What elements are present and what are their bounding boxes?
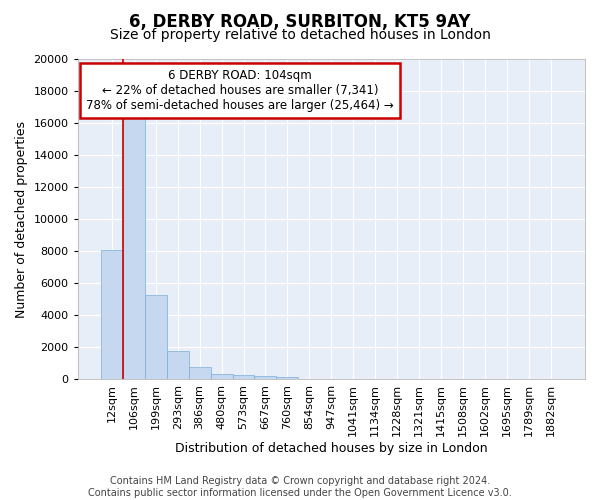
Bar — [145, 294, 167, 380]
Text: 6, DERBY ROAD, SURBITON, KT5 9AY: 6, DERBY ROAD, SURBITON, KT5 9AY — [129, 12, 471, 30]
Bar — [167, 352, 188, 380]
Bar — [123, 115, 145, 380]
Bar — [188, 368, 211, 380]
Bar — [101, 250, 123, 380]
Bar — [254, 376, 277, 380]
Bar — [233, 375, 254, 380]
Y-axis label: Number of detached properties: Number of detached properties — [15, 120, 28, 318]
X-axis label: Distribution of detached houses by size in London: Distribution of detached houses by size … — [175, 442, 488, 455]
Text: 6 DERBY ROAD: 104sqm
← 22% of detached houses are smaller (7,341)
78% of semi-de: 6 DERBY ROAD: 104sqm ← 22% of detached h… — [86, 68, 394, 112]
Text: Contains HM Land Registry data © Crown copyright and database right 2024.
Contai: Contains HM Land Registry data © Crown c… — [88, 476, 512, 498]
Bar — [277, 377, 298, 380]
Text: Size of property relative to detached houses in London: Size of property relative to detached ho… — [110, 28, 490, 42]
Bar — [211, 374, 233, 380]
